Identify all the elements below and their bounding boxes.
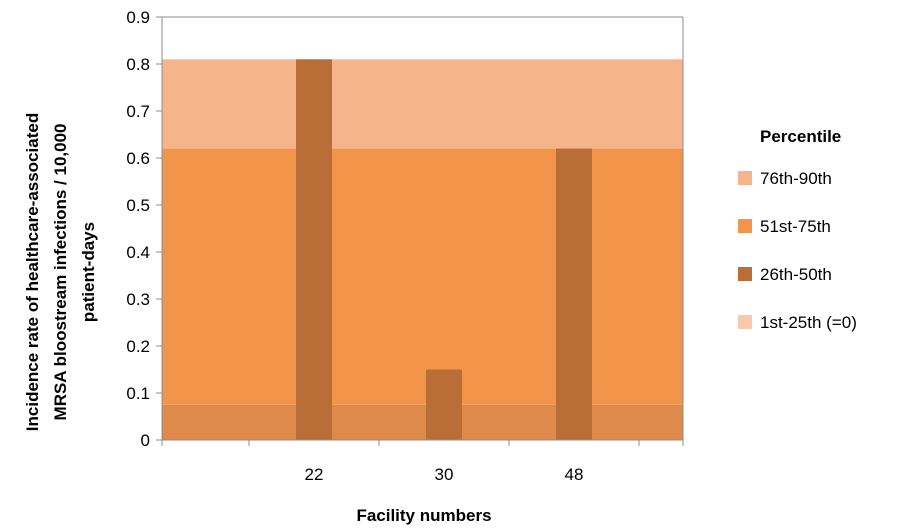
y-axis-title-line-2: MRSA bloostream infections / 10,000 xyxy=(51,124,70,421)
legend-label-4: 1st-25th (=0) xyxy=(760,313,857,332)
axes xyxy=(156,16,684,446)
x-tick-label-30: 30 xyxy=(435,465,454,484)
legend-swatch-4 xyxy=(738,315,752,329)
x-axis-title: Facility numbers xyxy=(356,506,491,525)
x-tick-label-48: 48 xyxy=(565,465,584,484)
y-tick-label: 0.6 xyxy=(126,149,150,168)
y-tick-label: 0.4 xyxy=(126,243,150,262)
y-tick-label: 0.3 xyxy=(126,290,150,309)
bar-30 xyxy=(426,369,462,440)
percentile-band-2 xyxy=(162,148,683,405)
legend-swatch-2 xyxy=(738,219,752,233)
y-tick-label: 0.9 xyxy=(126,8,150,27)
percentile-bands xyxy=(162,59,683,440)
y-axis-title-line-3: patient-days xyxy=(79,222,98,322)
x-tick-label-22: 22 xyxy=(305,465,324,484)
percentile-band-3 xyxy=(162,59,683,149)
y-tick-label: 0.2 xyxy=(126,337,150,356)
legend-title: Percentile xyxy=(760,127,841,146)
y-tick-label: 0.8 xyxy=(126,55,150,74)
y-tick-label: 0.5 xyxy=(126,196,150,215)
percentile-band-1 xyxy=(162,404,683,440)
bars xyxy=(296,59,592,441)
y-axis-title: Incidence rate of healthcare-associated … xyxy=(23,113,98,431)
legend-swatch-1 xyxy=(738,171,752,185)
legend-label-2: 51st-75th xyxy=(760,217,831,236)
legend: Percentile 76th-90th 51st-75th 26th-50th 1s… xyxy=(738,127,857,332)
bar-48 xyxy=(556,148,592,440)
legend-swatch-3 xyxy=(738,267,752,281)
y-axis-title-line-1: Incidence rate of healthcare-associated xyxy=(23,113,42,431)
y-tick-label: 0 xyxy=(141,431,150,450)
legend-label-1: 76th-90th xyxy=(760,169,832,188)
x-tick-labels: 22 30 48 xyxy=(305,465,584,484)
bar-22 xyxy=(296,59,332,441)
y-tick-labels: 0 0.1 0.2 0.3 0.4 0.5 0.6 0.7 0.8 0.9 xyxy=(126,8,150,450)
legend-label-3: 26th-50th xyxy=(760,265,832,284)
y-tick-label: 0.7 xyxy=(126,102,150,121)
y-tick-label: 0.1 xyxy=(126,384,150,403)
